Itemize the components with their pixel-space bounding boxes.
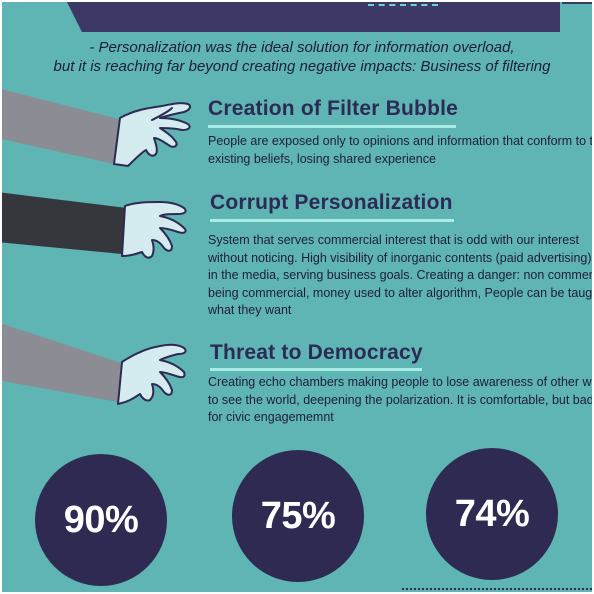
stat-circle-2: 75% — [232, 450, 364, 582]
reaching-hand-icon — [2, 323, 187, 405]
title-underline — [208, 125, 456, 128]
title-underline — [210, 368, 422, 371]
body-line: for civic engagememnt — [208, 410, 334, 424]
body-line: Creating echo chambers making people to … — [208, 375, 592, 389]
section-title: Creation of Filter Bubble — [208, 97, 459, 120]
intro-text: - Personalization was the ideal solution… — [22, 38, 582, 76]
intro-line-2: but it is reaching far beyond creating n… — [53, 58, 551, 75]
body-line: People are exposed only to opinions and … — [208, 134, 592, 148]
body-line: to see the world, deepening the polariza… — [208, 392, 592, 407]
stat-value: 90% — [63, 498, 139, 541]
stat-value: 75% — [260, 494, 336, 537]
body-line: without noticing. High visibility of ino… — [208, 250, 592, 265]
intro-line-1: - Personalization was the ideal solution… — [89, 39, 515, 56]
reaching-hand-icon — [2, 192, 187, 259]
dotted-divider — [402, 588, 592, 590]
stat-circle-3: 74% — [426, 448, 558, 580]
corner-line — [562, 2, 592, 4]
stat-value: 74% — [454, 492, 530, 535]
section-body: Creating echo chambers making people to … — [208, 374, 592, 427]
body-line: System that serves commercial interest t… — [208, 233, 579, 247]
section-title: Threat to Democracy — [210, 341, 423, 364]
banner-dash-line — [368, 4, 438, 6]
body-line: existing beliefs, losing shared experien… — [208, 151, 436, 166]
stat-circle-1: 90% — [35, 454, 167, 586]
body-line: in the media, serving business goals. Cr… — [208, 268, 592, 282]
title-underline — [210, 219, 454, 222]
header-banner — [62, 2, 560, 32]
body-line: what they want — [208, 303, 292, 317]
body-line: being commercial, money used to alter al… — [208, 285, 592, 300]
section-title: Corrupt Personalization — [210, 191, 453, 214]
section-body: People are exposed only to opinions and … — [208, 133, 592, 168]
reaching-hand-icon — [2, 89, 192, 167]
section-body: System that serves commercial interest t… — [208, 232, 592, 320]
